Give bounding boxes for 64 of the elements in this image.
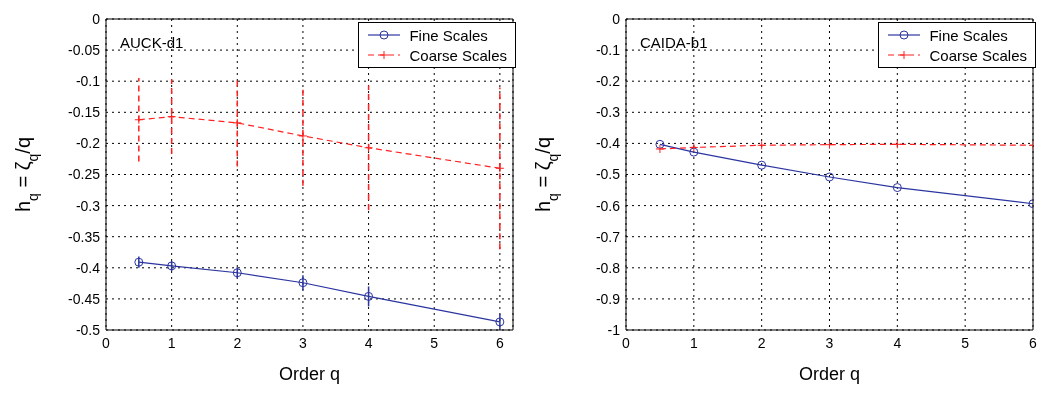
point: [232, 268, 242, 278]
point: [495, 317, 505, 327]
y-tick-label: -0.05: [68, 42, 101, 59]
y-tick-label: -0.1: [595, 42, 621, 59]
legend-label: Fine Scales: [929, 26, 1008, 44]
point: [655, 139, 665, 149]
legend-label: Fine Scales: [409, 26, 488, 44]
point: [757, 160, 767, 170]
x-tick-label: 5: [961, 334, 970, 351]
point: [364, 143, 374, 153]
point: [892, 139, 902, 149]
point: [757, 140, 767, 150]
point: [825, 140, 834, 150]
x-tick-label: 4: [364, 334, 373, 351]
point: [167, 112, 177, 122]
y-tick-label: -0.45: [68, 290, 101, 307]
y-tick-label: -0.9: [595, 290, 621, 307]
point: [689, 147, 699, 157]
y-tick-label: -0.4: [75, 259, 101, 276]
x-tick-label: 6: [495, 334, 504, 351]
y-tick-label: -0.1: [75, 73, 101, 90]
y-tick-label: -1: [607, 321, 621, 338]
x-tick-label: 1: [167, 334, 176, 351]
point: [364, 291, 374, 301]
point: [825, 172, 834, 182]
point: [134, 257, 144, 267]
y-tick-label: -0.35: [68, 228, 101, 245]
x-tick-label: 6: [1029, 334, 1038, 351]
x-tick-label: 2: [233, 334, 242, 351]
x-tick-label: 4: [893, 334, 902, 351]
y-tick-label: 0: [92, 10, 101, 27]
x-axis-title: Order q: [278, 364, 341, 384]
y-tick-label: -0.7: [595, 228, 621, 245]
point: [134, 115, 144, 125]
x-tick-label: 3: [825, 334, 834, 351]
annotation: AUCK-d1: [120, 34, 184, 51]
x-tick-label: 1: [689, 334, 698, 351]
y-tick-label: -0.3: [75, 197, 101, 214]
y-tick-label: 0: [612, 10, 621, 27]
y-tick-label: -0.5: [595, 166, 621, 183]
y-tick-label: -0.6: [595, 197, 621, 214]
y-tick-label: -0.8: [595, 259, 621, 276]
y-tick-label: -0.2: [595, 73, 621, 90]
y-tick-label: -0.15: [68, 104, 101, 121]
x-axis-title: Order q: [798, 364, 861, 384]
point: [655, 144, 665, 154]
x-tick-label: 5: [430, 334, 439, 351]
x-tick-label: 3: [299, 334, 308, 351]
y-tick-label: -0.3: [595, 104, 621, 121]
point: [232, 118, 242, 128]
point: [298, 278, 308, 288]
point: [495, 163, 505, 173]
point: [689, 142, 699, 152]
legend-label: Coarse Scales: [409, 46, 507, 64]
legend-label: Coarse Scales: [929, 46, 1027, 64]
y-tick-label: -0.4: [595, 135, 621, 152]
y-tick-label: -0.2: [75, 135, 101, 152]
annotation: CAIDA-b1: [640, 34, 708, 51]
point: [167, 261, 177, 271]
y-tick-label: -0.25: [68, 166, 101, 183]
point: [298, 131, 308, 141]
y-tick-label: -0.5: [75, 321, 101, 338]
x-tick-label: 2: [757, 334, 766, 351]
point: [892, 183, 902, 193]
